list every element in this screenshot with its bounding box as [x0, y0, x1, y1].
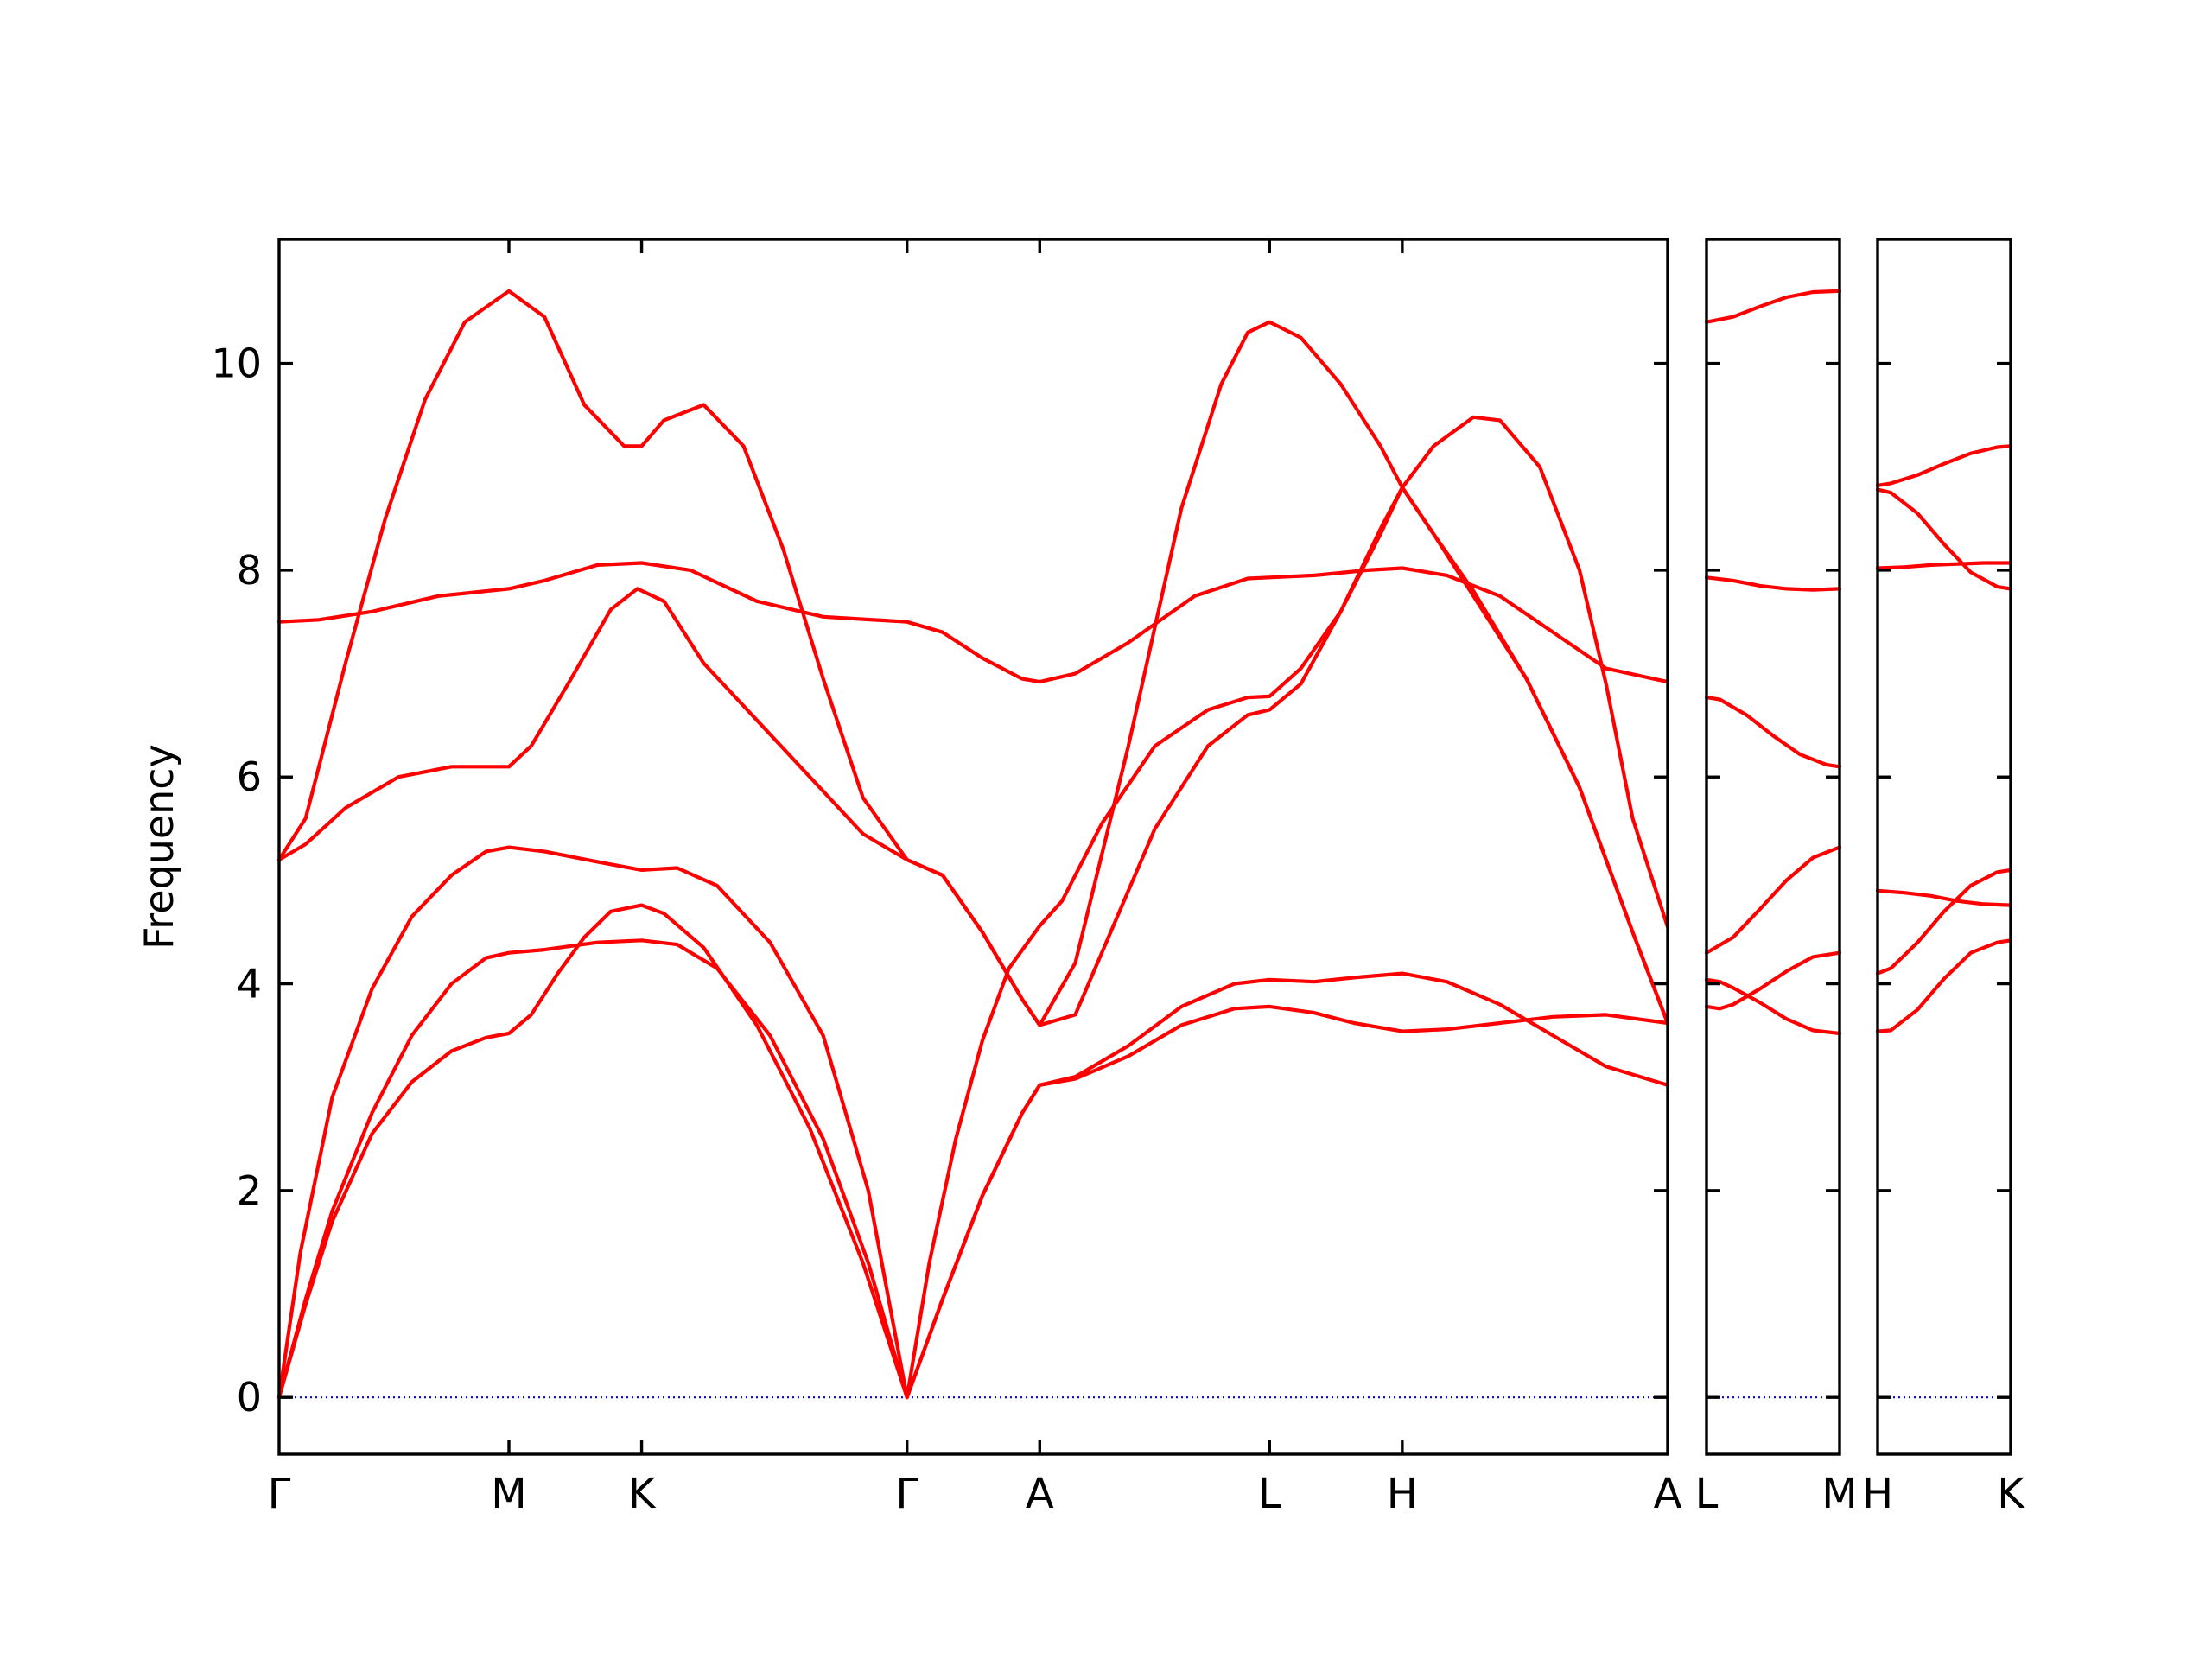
band-line-1 — [1704, 950, 1842, 1011]
band-line-2 — [1704, 977, 1842, 1036]
x-tick-label: Γ — [895, 1470, 918, 1518]
y-tick-label: 4 — [237, 961, 262, 1007]
band-line-6 — [276, 561, 1670, 684]
x-tick-label: H — [1387, 1470, 1418, 1518]
panel-frame — [1876, 238, 2012, 1456]
band-line-3 — [1875, 888, 2013, 907]
band-line-5 — [1704, 575, 1842, 592]
y-tick-labels: 0 2 4 6 8 10 — [211, 340, 262, 1421]
band-line-4 — [1704, 696, 1842, 769]
y-tick-label: 0 — [237, 1374, 262, 1421]
band-line-6 — [1704, 289, 1842, 324]
x-tick-label: M — [1821, 1470, 1857, 1518]
y-tick-label: 8 — [237, 547, 262, 594]
band-line-5 — [276, 289, 1670, 1027]
y-axis-label: Frequency — [136, 744, 182, 950]
x-tick-label: K — [628, 1470, 657, 1518]
x-tick-label: M — [491, 1470, 526, 1518]
band-line-2 — [1875, 868, 2013, 976]
x-tick-label: K — [1997, 1470, 2025, 1518]
band-line-2 — [276, 938, 1670, 1400]
y-tick-label: 2 — [237, 1167, 262, 1214]
y-tick-label: 6 — [237, 753, 262, 800]
x-tick-label: H — [1862, 1470, 1893, 1518]
x-tick-label: A — [1026, 1470, 1054, 1518]
band-line-5 — [1875, 487, 2013, 591]
x-tick-label: L — [1695, 1470, 1719, 1518]
x-tick-label: Γ — [268, 1470, 291, 1518]
y-tick-label: 10 — [211, 340, 262, 387]
band-line-3 — [276, 415, 1670, 1400]
x-tick-label: A — [1654, 1470, 1682, 1518]
band-line-4 — [1875, 561, 2013, 570]
x-tick-label: L — [1258, 1470, 1281, 1518]
band-line-1 — [276, 903, 1670, 1400]
band-line-3 — [1704, 845, 1842, 955]
panel-frame — [277, 238, 1669, 1456]
band-line-1 — [1875, 938, 2013, 1033]
panel-frame — [1705, 238, 1841, 1456]
band-line-6 — [1875, 444, 2013, 487]
